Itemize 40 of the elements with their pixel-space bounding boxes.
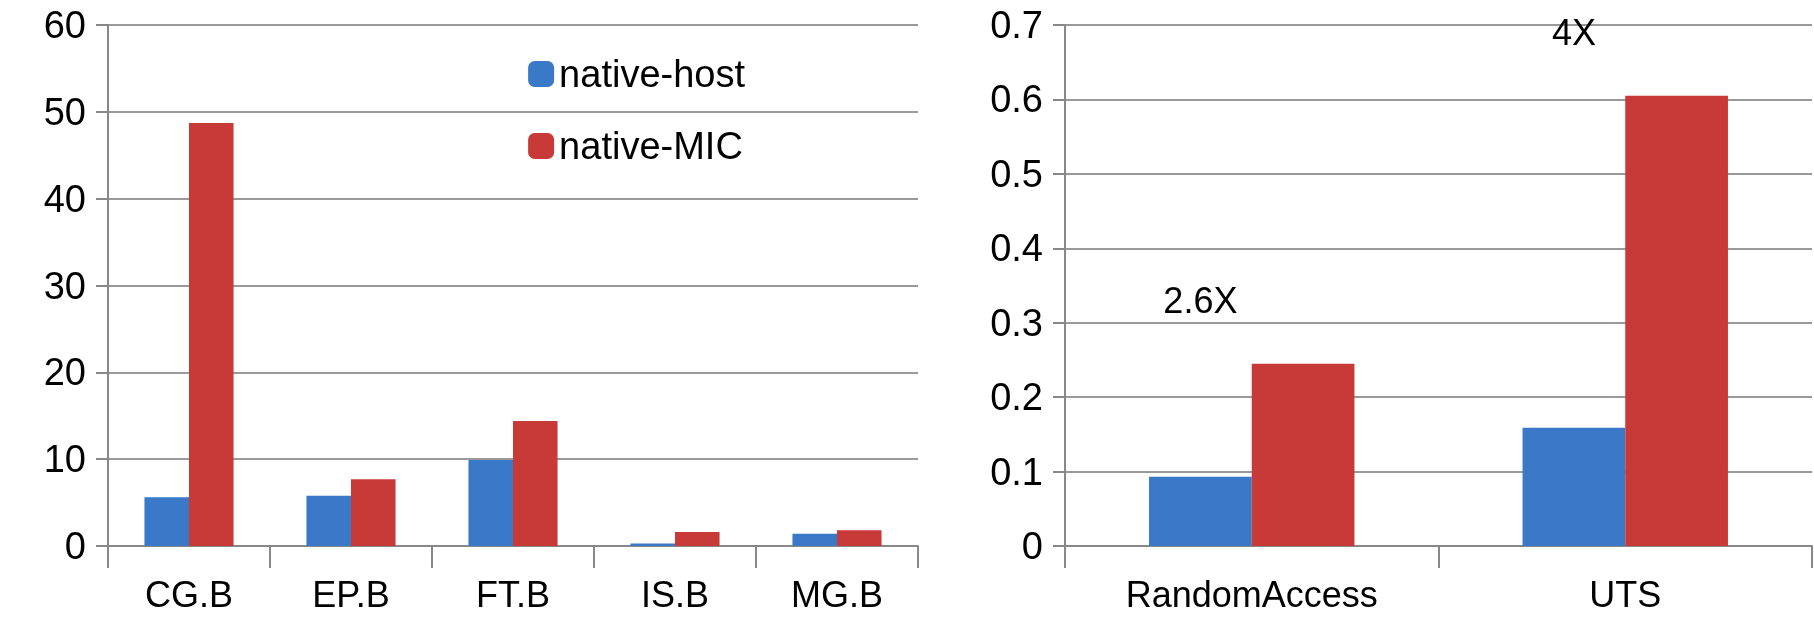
y-tick-label: 0 [1021,525,1043,567]
y-tick-label: 0.7 [990,4,1043,46]
legend-label: native-MIC [559,125,743,167]
bar [189,123,234,546]
x-tick-label: IS.B [640,573,710,615]
x-tick-label: FT.B [475,573,551,615]
y-tick-label: 0.5 [990,152,1043,195]
y-tick-label: 0.6 [990,78,1043,121]
y-tick-label: 50 [43,90,86,133]
y-tick-label: 0.2 [990,376,1043,419]
y-tick-label: 30 [43,264,86,307]
bar [1251,363,1355,546]
bar [306,495,351,546]
bar [1149,476,1252,546]
annotation: 2.6X [1163,280,1238,322]
bar [513,420,558,546]
bar [1522,427,1626,546]
bar [630,543,675,546]
bar [1625,95,1728,546]
bar [837,530,882,546]
annotation: 4X [1551,12,1596,54]
x-tick-label: EP.B [312,573,390,615]
y-tick-label: 0.4 [990,227,1043,270]
y-tick-label: 0 [64,525,86,567]
x-tick-label: MG.B [790,573,884,615]
bar [351,479,396,546]
bar [144,497,189,546]
bar [675,532,720,546]
legend-label: native-host [559,53,746,95]
y-tick-label: 60 [43,4,86,46]
x-tick-label: CG.B [144,573,234,615]
bar [468,460,513,546]
x-tick-label: UTS [1589,573,1662,615]
y-tick-label: 40 [43,177,86,220]
x-tick-label: RandomAccess [1125,573,1378,615]
y-tick-label: 20 [43,351,86,394]
y-tick-label: 0.3 [990,301,1043,344]
bar [792,533,837,546]
y-tick-label: 10 [43,438,86,481]
y-tick-label: 0.1 [990,450,1043,493]
